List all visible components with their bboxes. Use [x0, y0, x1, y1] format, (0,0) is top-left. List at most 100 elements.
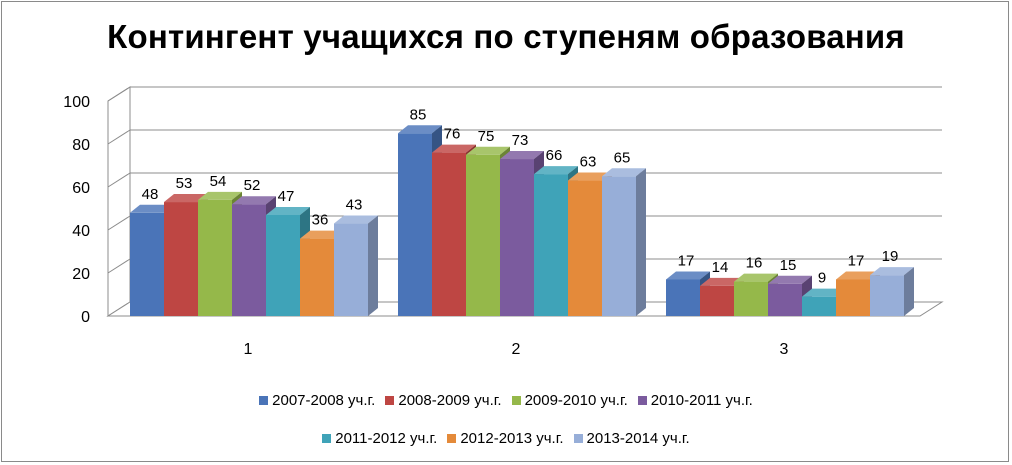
bar-side: [368, 215, 378, 316]
data-label: 66: [546, 147, 563, 164]
data-label: 85: [410, 106, 427, 123]
data-label: 43: [346, 197, 363, 214]
chart-title: Контингент учащихся по ступеням образова…: [107, 18, 905, 55]
y-tick-label: 40: [72, 223, 90, 240]
bar-front: [198, 199, 232, 316]
legend-swatch: [259, 395, 269, 405]
bar-front: [666, 279, 700, 316]
y-tick-label: 100: [63, 94, 90, 111]
bar-front: [768, 283, 802, 316]
y-tick-label: 60: [72, 180, 90, 197]
bar-top: [334, 215, 378, 224]
bar-top: [198, 191, 242, 200]
y-axis-tick-labels: 0 20 40 60 80 100: [63, 94, 90, 326]
data-label: 17: [848, 252, 865, 269]
x-category-label: 1: [244, 341, 253, 358]
bar-top: [300, 230, 344, 239]
data-label: 52: [244, 177, 261, 194]
legend-label: 2008-2009 уч.г.: [398, 391, 502, 409]
legend-row: 2011-2012 уч.г. 2012-2013 уч.г. 2013-2014 …: [0, 426, 1012, 450]
data-label: 9: [818, 270, 826, 287]
bar: [466, 146, 510, 316]
x-category-label: 3: [780, 341, 789, 358]
bar: [334, 215, 378, 316]
bar-top: [802, 288, 846, 297]
bar-top: [836, 271, 880, 280]
data-label: 36: [312, 212, 329, 229]
bar: [768, 275, 812, 316]
bar: [602, 168, 646, 316]
data-label: 65: [614, 149, 631, 166]
legend-swatch: [573, 433, 583, 443]
bar-front: [232, 204, 266, 316]
bar-front: [266, 214, 300, 316]
bar-side: [636, 168, 646, 316]
legend-label: 2010-2011 уч.г.: [650, 391, 753, 409]
bar-top: [466, 146, 510, 155]
bar-front: [568, 180, 602, 316]
data-label: 19: [882, 248, 899, 265]
bar-top: [768, 275, 812, 284]
data-label: 53: [176, 175, 193, 192]
bar-front: [870, 275, 904, 316]
legend-item: 2012-2013 уч.г.: [447, 429, 564, 447]
side-wall: [107, 86, 131, 317]
bar-front: [334, 223, 368, 316]
data-label: 75: [478, 128, 495, 145]
data-label: 47: [278, 188, 295, 205]
bar-side: [904, 267, 914, 316]
bar-top: [870, 267, 914, 276]
bar-top: [432, 144, 476, 153]
bar-top: [666, 271, 710, 280]
legend-label: 2009-2010 уч.г.: [524, 391, 628, 409]
legend-row: 2007-2008 уч.г. 2008-2009 уч.г. 2009-2010 …: [0, 388, 1012, 412]
x-category-label: 2: [512, 341, 521, 358]
bar-top: [130, 204, 174, 213]
legend-swatch: [511, 395, 521, 405]
data-label: 17: [678, 252, 695, 269]
data-label: 15: [780, 257, 797, 274]
legend-item: 2008-2009 уч.г.: [385, 391, 502, 409]
gridline: [107, 172, 942, 188]
bar-front: [164, 202, 198, 316]
bar-front: [700, 285, 734, 316]
bar-top: [602, 168, 646, 177]
legend-item: 2009-2010 уч.г.: [511, 391, 628, 409]
bar-top: [734, 273, 778, 282]
legend-item: 2010-2011 уч.г.: [637, 391, 753, 409]
x-axis-category-labels: 1 2 3: [244, 341, 789, 358]
bar-front: [836, 279, 870, 316]
legend-label: 2011-2012 уч.г.: [335, 429, 438, 447]
data-label: 16: [746, 255, 763, 272]
legend-label: 2007-2008 уч.г.: [272, 391, 376, 409]
bar-front: [300, 238, 334, 316]
data-label: 76: [444, 126, 461, 143]
legend-label: 2012-2013 уч.г.: [460, 429, 564, 447]
legend-item: 2011-2012 уч.г.: [322, 430, 437, 447]
legend-label: 2013-2014 уч.г.: [586, 429, 690, 447]
bar-front: [802, 296, 836, 316]
bar-front: [500, 159, 534, 316]
bar-top: [700, 277, 744, 286]
legend-swatch: [385, 395, 395, 405]
y-tick-label: 80: [72, 137, 90, 154]
bar-top: [534, 166, 578, 175]
data-labels: 48 53 54 52 47 36 43 85 76 75 73 66 63 65 17 14 16 15 9 17 1…: [142, 106, 899, 286]
legend: 2007-2008 уч.г. 2008-2009 уч.г. 2009-2010 …: [0, 388, 1012, 450]
bar-front: [432, 152, 466, 316]
legend-swatch: [322, 433, 332, 443]
data-label: 73: [512, 132, 529, 149]
gridline: [107, 86, 942, 102]
data-label: 54: [210, 173, 227, 190]
data-label: 63: [580, 154, 597, 171]
y-tick-label: 0: [81, 309, 90, 326]
legend-swatch: [637, 395, 647, 405]
bar-front: [602, 176, 636, 316]
bar-front: [398, 133, 432, 316]
bar-top: [232, 196, 276, 205]
bar: [870, 267, 914, 316]
bar: [266, 206, 310, 316]
bar-top: [398, 125, 442, 134]
gridline: [107, 129, 942, 145]
bar-top: [500, 151, 544, 160]
